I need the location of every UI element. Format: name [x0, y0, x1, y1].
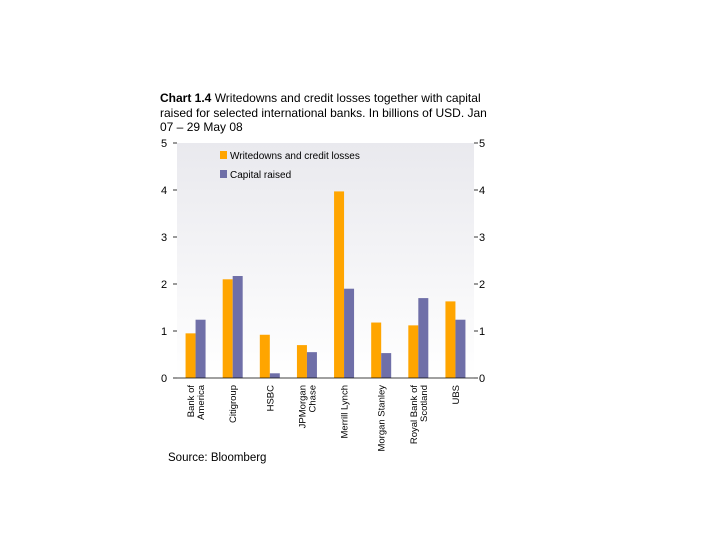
y-tick-label-right: 5 [479, 138, 485, 150]
x-category-label: HSBC [265, 385, 276, 412]
y-tick-label-left: 1 [161, 326, 167, 338]
chart-title-text: Writedowns and credit losses together wi… [160, 91, 487, 134]
bar-capital-raised [306, 352, 317, 378]
y-tick-label-left: 2 [161, 279, 167, 291]
x-category-label: Bank ofAmerica [186, 384, 207, 420]
x-category-label-line: Merrill Lynch [340, 385, 351, 439]
x-category-label-line: Morgan Stanley [377, 385, 388, 452]
bar-writedowns [371, 322, 382, 378]
legend-label-capital: Capital raised [230, 170, 291, 181]
x-category-label-line: Bank of [186, 385, 197, 418]
bar-capital-raised [269, 373, 280, 378]
bar-writedowns [334, 191, 345, 378]
x-category-label: Royal Bank ofScotland [409, 385, 430, 445]
bar-writedowns [296, 345, 307, 378]
bar-capital-raised [381, 353, 392, 378]
x-category-label-line: UBS [451, 385, 462, 405]
legend: Writedowns and credit losses Capital rai… [220, 151, 360, 181]
legend-swatch-writedowns [220, 151, 227, 159]
y-tick-label-right: 2 [479, 279, 485, 291]
x-category-label-line: Citigroup [228, 385, 239, 423]
bar-writedowns [222, 279, 233, 378]
x-category-label: Merrill Lynch [340, 385, 351, 439]
y-tick-label-right: 0 [479, 373, 485, 385]
bar-writedowns [408, 325, 419, 378]
bar-writedowns [445, 301, 456, 378]
source-note: Source: Bloomberg [168, 452, 267, 464]
y-tick-label-right: 4 [479, 185, 485, 197]
legend-swatch-capital [220, 170, 227, 178]
chart-title-prefix: Chart 1.4 [160, 91, 212, 105]
x-category-label: Citigroup [228, 385, 239, 423]
y-tick-label-left: 5 [161, 138, 167, 150]
x-category-label-line: Scotland [419, 385, 430, 422]
legend-label-writedowns: Writedowns and credit losses [230, 151, 360, 162]
category-labels: Bank ofAmerica Citigroup HSBC JPMorganChase… [186, 384, 462, 451]
bar-writedowns [259, 334, 270, 378]
x-category-label-line: JPMorgan [297, 385, 308, 428]
y-ticks: 0 0 1 1 2 2 3 3 4 4 5 5 [161, 138, 485, 385]
bar-writedowns [185, 333, 196, 378]
bar-capital-raised [418, 298, 429, 378]
x-category-label-line: America [196, 384, 207, 420]
bar-capital-raised [195, 319, 206, 378]
x-category-label: JPMorganChase [297, 385, 318, 428]
y-tick-label-left: 4 [161, 185, 167, 197]
bar-capital-raised [455, 319, 466, 378]
x-category-label: Morgan Stanley [377, 385, 388, 452]
y-tick-label-right: 3 [479, 232, 485, 244]
x-category-label: UBS [451, 385, 462, 405]
chart-title: Chart 1.4 Writedowns and credit losses t… [160, 91, 495, 135]
x-category-label-line: Chase [307, 385, 318, 412]
plot-area [177, 143, 474, 378]
x-category-label-line: HSBC [265, 385, 276, 412]
bar-capital-raised [232, 276, 243, 378]
y-tick-label-left: 3 [161, 232, 167, 244]
x-category-label-line: Royal Bank of [409, 385, 420, 445]
bar-capital-raised [344, 288, 355, 378]
y-tick-label-left: 0 [161, 373, 167, 385]
bars [185, 191, 466, 378]
y-tick-label-right: 1 [479, 326, 485, 338]
